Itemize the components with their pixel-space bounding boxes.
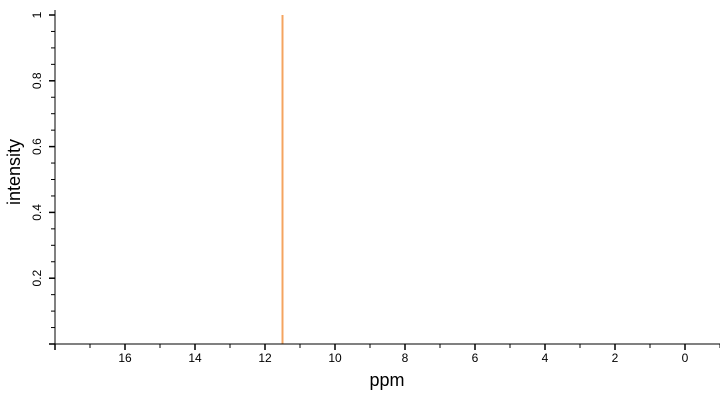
- x-tick-label: 2: [612, 351, 619, 365]
- x-tick-label: 0: [682, 351, 689, 365]
- y-axis-title: intensity: [4, 139, 24, 205]
- x-tick-label: 8: [402, 351, 409, 365]
- y-tick-label: 1: [30, 11, 44, 18]
- x-tick-label: 12: [258, 351, 272, 365]
- x-tick-label: 16: [118, 351, 132, 365]
- y-tick-label: 0.2: [30, 270, 44, 287]
- x-tick-label: 6: [472, 351, 479, 365]
- x-tick-label: 10: [328, 351, 342, 365]
- x-axis: 16 14 12 10 8 6 4 2 0: [54, 343, 720, 365]
- x-tick-label: 4: [542, 351, 549, 365]
- y-axis: 0.2 0.4 0.6 0.8 1: [30, 10, 56, 345]
- y-tick-label: 0.4: [30, 204, 44, 221]
- x-tick-label: 14: [188, 351, 202, 365]
- y-tick-label: 0.8: [30, 72, 44, 89]
- y-tick-label: 0.6: [30, 138, 44, 155]
- x-axis-title: ppm: [369, 370, 404, 390]
